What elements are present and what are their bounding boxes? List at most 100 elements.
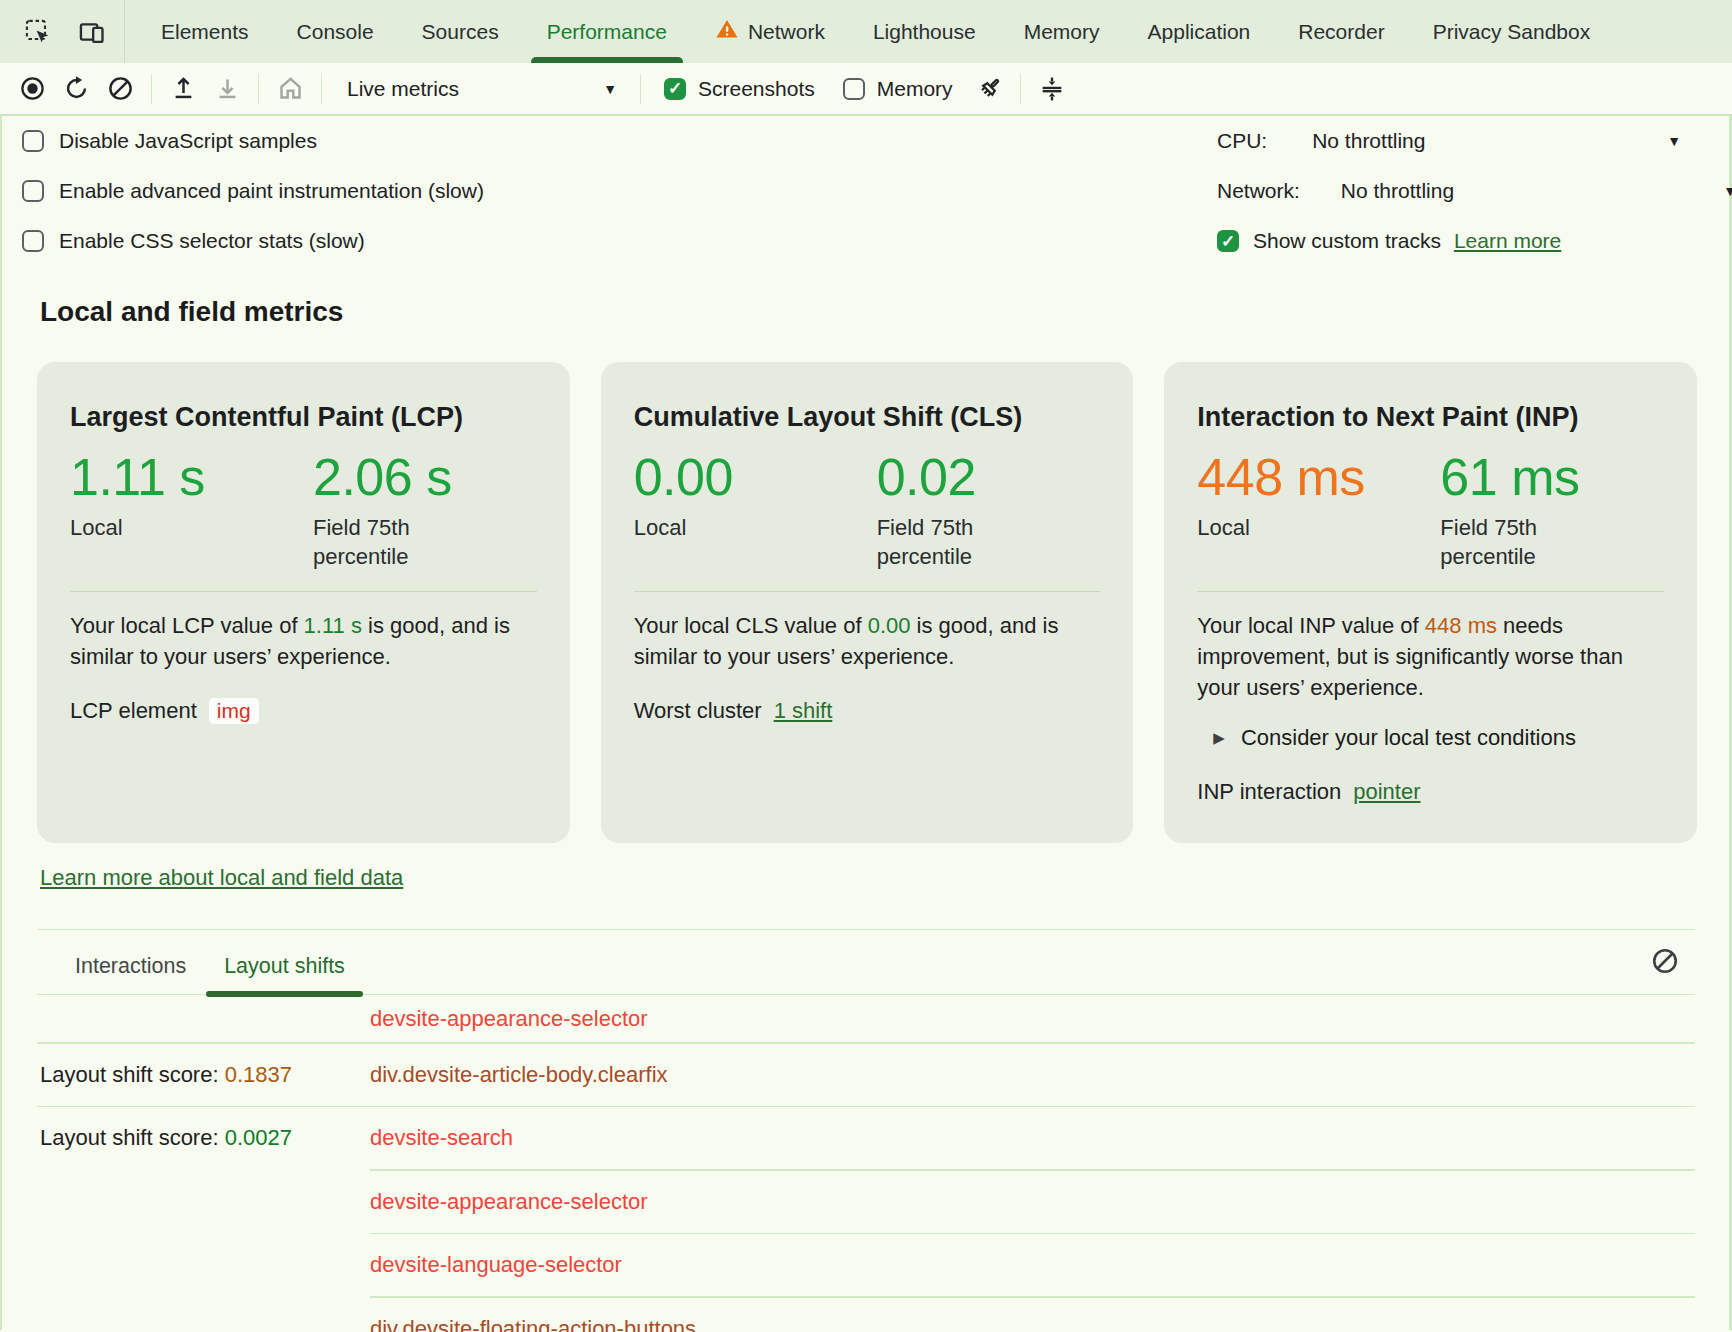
disable-js-samples-checkbox[interactable]: Disable JavaScript samples: [22, 116, 484, 166]
cls-description: Your local CLS value of 0.00 is good, an…: [634, 610, 1101, 672]
lcp-element-row: LCP element img: [70, 698, 537, 724]
warning-icon: [715, 17, 739, 46]
element-link[interactable]: div.devsite-article-body.clearfix: [370, 1062, 668, 1088]
devtools-tabbar: Elements Console Sources Performance Net…: [0, 0, 1732, 63]
inp-description: Your local INP value of 448 ms needs imp…: [1197, 610, 1664, 703]
layout-shift-row[interactable]: devsite-language-selector: [2, 1234, 1729, 1296]
layout-shift-row[interactable]: Layout shift score: 0.1837 div.devsite-a…: [2, 1044, 1729, 1106]
record-icon[interactable]: [10, 68, 54, 110]
clear-icon[interactable]: [98, 68, 142, 110]
checkbox-unchecked-icon: [22, 130, 44, 152]
tab-console[interactable]: Console: [273, 0, 398, 63]
card-divider: [1197, 591, 1664, 592]
tab-recorder[interactable]: Recorder: [1274, 0, 1408, 63]
cls-inline-value: 0.00: [868, 613, 911, 638]
toolbar-separator: [258, 74, 259, 104]
show-custom-tracks-checkbox[interactable]: ✓ Show custom tracks: [1217, 229, 1441, 253]
chevron-down-icon: ▼: [1667, 133, 1681, 149]
cls-card-title: Cumulative Layout Shift (CLS): [634, 402, 1101, 433]
show-custom-tracks-row: ✓ Show custom tracks Learn more: [1217, 216, 1729, 266]
checkbox-unchecked-icon: [22, 230, 44, 252]
collapse-icon[interactable]: [1030, 68, 1074, 110]
checkbox-unchecked-icon: [843, 78, 865, 100]
network-throttling-select[interactable]: Network: No throttling ▼: [1217, 166, 1729, 216]
local-field-learn-more-link[interactable]: Learn more about local and field data: [40, 865, 403, 891]
tab-privacy-sandbox[interactable]: Privacy Sandbox: [1409, 0, 1615, 63]
layout-shift-row[interactable]: devsite-appearance-selector: [2, 995, 1729, 1042]
screenshots-checkbox[interactable]: ✓ Screenshots: [664, 77, 815, 101]
memory-checkbox[interactable]: Memory: [843, 77, 953, 101]
toolbar-separator: [151, 74, 152, 104]
element-link[interactable]: devsite-search: [370, 1125, 513, 1151]
lcp-element-node-link[interactable]: img: [209, 698, 259, 724]
cls-local-value: 0.00: [634, 449, 877, 505]
card-divider: [634, 591, 1101, 592]
cls-field-label: Field 75th percentile: [877, 513, 1042, 571]
element-link[interactable]: devsite-language-selector: [370, 1252, 622, 1278]
custom-tracks-learn-more-link[interactable]: Learn more: [1454, 229, 1561, 253]
panel-tabs: Elements Console Sources Performance Net…: [137, 0, 1614, 63]
throttling-settings: CPU: No throttling ▼ Network: No throttl…: [1217, 116, 1729, 266]
load-profile-icon[interactable]: [161, 68, 205, 110]
inp-values: 448 ms Local 61 ms Field 75th percentile: [1197, 449, 1664, 571]
chevron-down-icon: ▼: [1723, 183, 1732, 199]
lcp-card: Largest Contentful Paint (LCP) 1.11 s Lo…: [37, 362, 570, 843]
cls-card: Cumulative Layout Shift (CLS) 0.00 Local…: [601, 362, 1134, 843]
tab-network[interactable]: Network: [691, 0, 849, 63]
score-value: 0.1837: [225, 1062, 292, 1087]
garbage-collect-icon[interactable]: [967, 68, 1011, 110]
tab-sources[interactable]: Sources: [398, 0, 523, 63]
score-value: 0.0027: [225, 1125, 292, 1150]
tab-memory[interactable]: Memory: [1000, 0, 1124, 63]
element-link[interactable]: devsite-appearance-selector: [370, 1189, 648, 1215]
inp-field-value: 61 ms: [1440, 449, 1664, 505]
performance-toolbar: Live metrics ▼ ✓ Screenshots Memory: [0, 63, 1732, 116]
inp-interaction-row: INP interaction pointer: [1197, 779, 1664, 805]
inp-local-label: Local: [1197, 513, 1362, 542]
lcp-local-value: 1.11 s: [70, 449, 313, 505]
inp-local-value: 448 ms: [1197, 449, 1440, 505]
advanced-paint-instrumentation-checkbox[interactable]: Enable advanced paint instrumentation (s…: [22, 166, 484, 216]
inspect-element-icon[interactable]: [24, 18, 52, 46]
inp-inline-value: 448 ms: [1425, 613, 1497, 638]
chevron-down-icon: ▼: [603, 81, 617, 97]
lcp-card-title: Largest Contentful Paint (LCP): [70, 402, 537, 433]
inp-interaction-link[interactable]: pointer: [1353, 779, 1420, 805]
worst-cluster-link[interactable]: 1 shift: [774, 698, 833, 724]
history-dropdown[interactable]: Live metrics ▼: [331, 77, 631, 101]
local-test-conditions-disclosure[interactable]: ▶ Consider your local test conditions: [1213, 725, 1664, 751]
lcp-inline-value: 1.11 s: [304, 613, 362, 638]
inp-field-label: Field 75th percentile: [1440, 513, 1605, 571]
live-metrics-log: Interactions Layout shifts devsite-appea…: [2, 929, 1729, 1332]
capture-settings: Disable JavaScript samples Enable advanc…: [2, 116, 1729, 266]
tabbar-icon-group: [0, 0, 125, 63]
cpu-throttling-select[interactable]: CPU: No throttling ▼: [1217, 116, 1729, 166]
save-profile-icon[interactable]: [205, 68, 249, 110]
layout-shift-row[interactable]: div.devsite-floating-action-buttons: [2, 1298, 1729, 1332]
device-toolbar-icon[interactable]: [78, 18, 106, 46]
layout-shift-row[interactable]: devsite-appearance-selector: [2, 1171, 1729, 1233]
element-link[interactable]: div.devsite-floating-action-buttons: [370, 1316, 696, 1332]
log-tabbar: Interactions Layout shifts: [37, 929, 1695, 995]
tab-interactions[interactable]: Interactions: [57, 954, 204, 994]
lcp-description: Your local LCP value of 1.11 s is good, …: [70, 610, 537, 672]
tab-performance[interactable]: Performance: [523, 0, 691, 63]
css-selector-stats-checkbox[interactable]: Enable CSS selector stats (slow): [22, 216, 484, 266]
metrics-section-title: Local and field metrics: [40, 296, 1729, 328]
cls-field-value: 0.02: [877, 449, 1101, 505]
tab-layout-shifts[interactable]: Layout shifts: [206, 954, 363, 994]
tab-elements[interactable]: Elements: [137, 0, 273, 63]
cls-values: 0.00 Local 0.02 Field 75th percentile: [634, 449, 1101, 571]
element-link[interactable]: devsite-appearance-selector: [370, 1006, 648, 1032]
reload-icon[interactable]: [54, 68, 98, 110]
home-icon[interactable]: [268, 68, 312, 110]
toolbar-separator: [1020, 74, 1021, 104]
tab-application[interactable]: Application: [1124, 0, 1275, 63]
layout-shift-row[interactable]: Layout shift score: 0.0027 devsite-searc…: [2, 1107, 1729, 1169]
block-circle-icon[interactable]: [1650, 946, 1680, 976]
triangle-right-icon: ▶: [1213, 729, 1225, 747]
checkbox-unchecked-icon: [22, 180, 44, 202]
card-divider: [70, 591, 537, 592]
tab-lighthouse[interactable]: Lighthouse: [849, 0, 1000, 63]
layout-shift-score: Layout shift score: 0.1837: [40, 1062, 292, 1088]
